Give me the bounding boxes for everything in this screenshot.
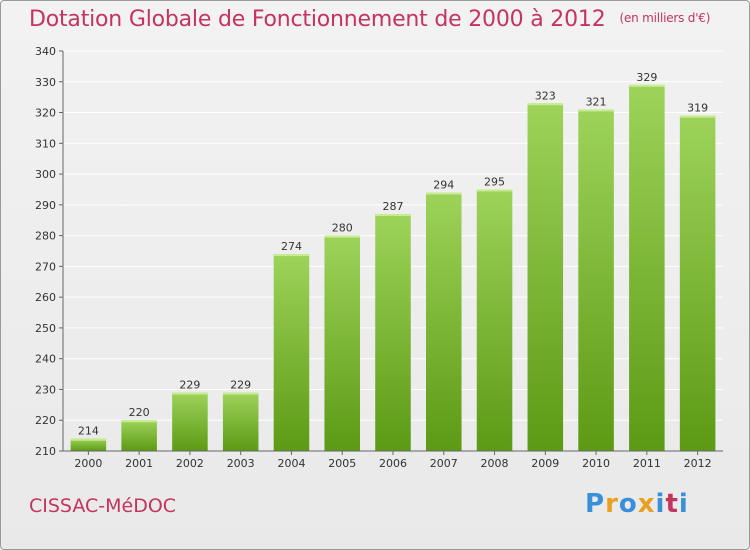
bar-2002 [172, 392, 208, 451]
y-tick-label: 250 [35, 322, 56, 335]
logo-letter: t [665, 489, 679, 519]
x-tick-label: 2003 [227, 457, 255, 470]
bar-highlight [629, 84, 665, 87]
bar-2005 [324, 235, 360, 451]
bar-2011 [629, 84, 665, 451]
bar-2001 [121, 420, 157, 451]
y-tick-label: 230 [35, 383, 56, 396]
y-tick-label: 210 [35, 445, 56, 458]
x-tick-label: 2008 [481, 457, 509, 470]
bar-2008 [476, 189, 513, 451]
bar-highlight [222, 392, 259, 395]
data-label: 323 [535, 89, 556, 102]
chart-unit: (en milliers d'€) [619, 11, 711, 25]
y-axis: 210 220 230 240 250 260 270 280 290 300 310 320 330 3… [35, 45, 64, 458]
y-tick-label: 330 [35, 76, 56, 89]
y-tick-label: 270 [35, 260, 56, 273]
x-tick-label: 2000 [74, 457, 102, 470]
x-tick-label: 2011 [633, 457, 661, 470]
bar-2012 [679, 115, 716, 451]
data-label: 274 [281, 240, 302, 253]
bars: 214 220 229 229 274 280 287 294 295 323 321 329 319 [70, 71, 716, 452]
x-tick-label: 2002 [176, 457, 204, 470]
bar-highlight [527, 103, 564, 106]
y-tick-label: 340 [35, 45, 56, 58]
x-tick-label: 2007 [430, 457, 458, 470]
y-tick-label: 310 [35, 137, 56, 150]
bar-2004 [273, 254, 310, 451]
bar-2006 [375, 214, 411, 451]
data-label: 280 [332, 222, 353, 235]
y-tick-label: 290 [35, 199, 56, 212]
data-label: 321 [586, 95, 607, 108]
x-tick-label: 2001 [125, 457, 153, 470]
logo-letter: P [585, 489, 606, 519]
chart-title-text: Dotation Globale de Fonctionnement de 20… [29, 7, 606, 32]
x-tick-label: 2009 [531, 457, 559, 470]
y-tick-label: 260 [35, 291, 56, 304]
bar-2003 [222, 392, 259, 451]
bar-highlight [476, 189, 513, 192]
data-label: 287 [383, 200, 404, 213]
data-label: 229 [230, 379, 251, 392]
y-tick-label: 320 [35, 107, 56, 120]
x-tick-label: 2004 [277, 457, 305, 470]
bar-highlight [679, 115, 716, 118]
data-label: 220 [129, 406, 150, 419]
x-axis: 2000 2001 2002 2003 2004 2005 2006 2007 2008 2009… [63, 450, 723, 470]
bar-highlight [121, 420, 157, 423]
logo-letter: r [605, 489, 619, 519]
data-label: 329 [636, 71, 657, 84]
y-tick-label: 220 [35, 414, 56, 427]
x-tick-label: 2005 [328, 457, 356, 470]
bar-2000 [70, 438, 107, 451]
x-tick-label: 2012 [684, 457, 712, 470]
proxiti-logo[interactable]: Proxiti [585, 489, 689, 519]
logo-letter: o [618, 489, 638, 519]
bar-highlight [172, 392, 208, 395]
data-label: 229 [179, 379, 200, 392]
place-name: CISSAC-MéDOC [29, 495, 177, 517]
bar-highlight [273, 254, 310, 257]
data-label: 319 [687, 102, 708, 115]
bar-highlight [70, 438, 107, 441]
bar-2009 [527, 103, 564, 452]
bar-highlight [578, 109, 614, 112]
logo-letter: i [678, 489, 689, 519]
bar-2007 [426, 192, 462, 452]
data-label: 294 [433, 179, 454, 192]
logo-letter: i [655, 489, 666, 519]
bar-highlight [375, 214, 411, 217]
chart-title: Dotation Globale de Fonctionnement de 20… [29, 7, 710, 32]
x-tick-label: 2010 [582, 457, 610, 470]
bar-2010 [578, 109, 614, 451]
data-label: 295 [484, 175, 505, 188]
y-tick-label: 240 [35, 353, 56, 366]
bar-highlight [324, 235, 360, 238]
bar-highlight [426, 192, 462, 195]
x-tick-label: 2006 [379, 457, 407, 470]
y-tick-label: 280 [35, 230, 56, 243]
logo-letter: x [637, 489, 656, 519]
y-tick-label: 300 [35, 168, 56, 181]
data-label: 214 [78, 425, 99, 438]
